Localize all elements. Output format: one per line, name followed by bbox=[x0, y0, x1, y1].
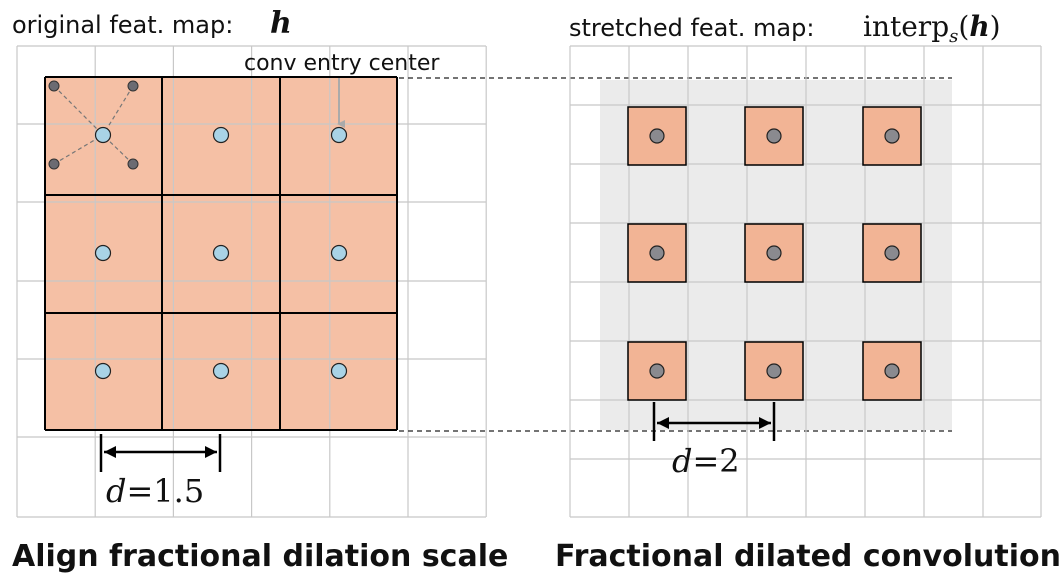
sample-dot bbox=[649, 128, 665, 144]
conv-center-dot bbox=[330, 126, 348, 144]
sample-dot bbox=[884, 363, 900, 379]
sample-dot bbox=[884, 245, 900, 261]
left-feature-grid bbox=[16, 45, 487, 518]
dilated-kernel-cells bbox=[627, 106, 922, 401]
conv-center-dot bbox=[330, 362, 348, 380]
conv-entry-centers bbox=[94, 126, 348, 380]
sample-point bbox=[127, 80, 139, 92]
conv-center-dot bbox=[212, 126, 230, 144]
left-panel: original feat. map: h conv entry center bbox=[12, 6, 508, 574]
stretch-connectors bbox=[399, 77, 952, 432]
right-dilation-label: d=2 bbox=[672, 442, 740, 480]
interpolation-sample-points bbox=[48, 80, 139, 170]
sample-dot bbox=[766, 363, 782, 379]
conv-center-dot bbox=[94, 362, 112, 380]
right-title-prefix: stretched feat. map: bbox=[569, 14, 814, 42]
right-panel: stretched feat. map: interps(h) d=2 Frac… bbox=[555, 10, 1060, 574]
left-dilation-measure bbox=[99, 434, 222, 472]
sample-dot bbox=[649, 245, 665, 261]
conv-center-dot bbox=[212, 362, 230, 380]
conv-entry-center-label: conv entry center bbox=[244, 51, 440, 76]
left-dilation-label: d=1.5 bbox=[106, 472, 204, 510]
left-title-symbol: h bbox=[270, 6, 292, 41]
interpolation-links bbox=[53, 85, 134, 165]
right-caption: Fractional dilated convolution bbox=[555, 539, 1060, 574]
conv-center-dot bbox=[94, 244, 112, 262]
conv-center-dot bbox=[94, 126, 112, 144]
sample-dot bbox=[766, 245, 782, 261]
sample-dot bbox=[649, 363, 665, 379]
conv-center-dot bbox=[212, 244, 230, 262]
sample-dot bbox=[884, 128, 900, 144]
sample-dot bbox=[766, 128, 782, 144]
right-dilation-measure bbox=[652, 402, 776, 441]
left-caption: Align fractional dilation scale bbox=[12, 539, 508, 574]
sample-point bbox=[48, 158, 60, 170]
kernel-cell-borders bbox=[44, 76, 398, 431]
left-title-prefix: original feat. map: bbox=[12, 11, 233, 39]
sample-point bbox=[127, 158, 139, 170]
right-feature-grid bbox=[569, 45, 1042, 518]
conv-center-dot bbox=[330, 244, 348, 262]
sample-point bbox=[48, 80, 60, 92]
right-title-func: interps(h) bbox=[863, 10, 1001, 47]
